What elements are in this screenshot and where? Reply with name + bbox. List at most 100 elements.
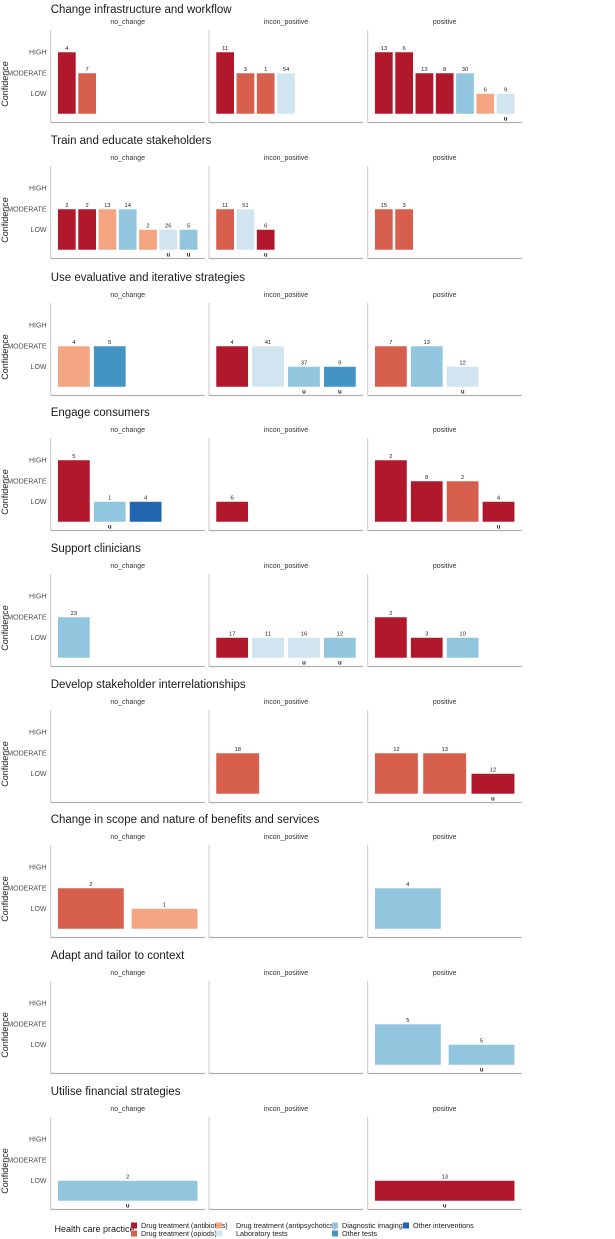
row-title: Change infrastructure and workflow [51, 4, 233, 16]
legend-label: Drug treatment (opiods) [141, 1229, 217, 1238]
bar-value-label: 12 [459, 361, 465, 367]
facet-label: no_change [110, 19, 145, 26]
bar [77, 208, 97, 251]
row-title: Engage consumers [51, 407, 150, 419]
bar-value-label: 7 [86, 67, 89, 73]
bar-value-label: 2 [126, 1175, 129, 1181]
bar-value-label: 13 [381, 46, 387, 52]
y-tick-label: HIGH [29, 730, 47, 737]
bar-value-label: 2 [146, 224, 149, 230]
bar-value-label: 13 [441, 1175, 447, 1181]
facet-label: positive [433, 19, 457, 26]
facet-label: positive [433, 699, 457, 706]
bar [448, 1044, 515, 1066]
legend-swatch [216, 1222, 222, 1229]
facet-label: incon_positive [264, 427, 308, 434]
bar-value-label: 2 [86, 203, 89, 209]
facet-label: no_change [110, 1106, 145, 1113]
legend-title: Health care practice [55, 1224, 135, 1234]
y-tick-label: LOW [31, 227, 47, 234]
bar-value-label: 12 [337, 632, 343, 638]
bar [374, 752, 419, 795]
facet-label: no_change [110, 699, 145, 706]
bar [410, 345, 444, 388]
bar [410, 637, 444, 659]
bar-value-label: 2 [389, 611, 392, 617]
bar-flag-label: u [338, 390, 342, 396]
bar [57, 1180, 198, 1202]
bar [287, 637, 321, 659]
bar-value-label: 1 [264, 67, 267, 73]
row-title: Use evaluative and iterative strategies [51, 272, 246, 284]
bar [323, 366, 357, 388]
bar-value-label: 4 [231, 340, 235, 346]
bar-value-label: 5 [187, 224, 190, 230]
bar [374, 1023, 442, 1066]
bar-value-label: 23 [71, 611, 77, 617]
bar-value-label: 4 [497, 496, 501, 502]
facet-label: positive [433, 1106, 457, 1113]
facet-label: no_change [110, 427, 145, 434]
y-tick-label: MODERATE [7, 751, 46, 758]
bar-value-label: 2 [389, 454, 392, 460]
bar [446, 366, 480, 388]
bar-value-label: 15 [381, 203, 387, 209]
bar-value-label: 5 [406, 1018, 409, 1024]
bar [57, 345, 91, 388]
facet-label: positive [433, 292, 457, 299]
y-tick-label: LOW [31, 364, 47, 371]
y-tick-label: HIGH [29, 458, 47, 465]
bar [57, 51, 77, 115]
bar-value-label: 1 [163, 903, 166, 909]
bar [394, 51, 414, 115]
y-tick-label: LOW [31, 1178, 47, 1185]
bar [435, 72, 455, 115]
facet-label: incon_positive [264, 155, 308, 162]
bar-value-label: 12 [393, 747, 399, 753]
bar [215, 345, 249, 388]
bar-value-label: 8 [425, 475, 428, 481]
facet-label: positive [433, 155, 457, 162]
y-tick-label: HIGH [29, 1001, 47, 1008]
bar-value-label: 12 [490, 768, 496, 774]
bar [256, 72, 276, 115]
row-title: Develop stakeholder interrelationships [51, 679, 246, 691]
y-tick-label: LOW [31, 906, 47, 913]
bar [256, 229, 276, 251]
bar [77, 72, 97, 115]
bar [236, 208, 255, 251]
bar [374, 1180, 515, 1202]
facet-label: no_change [110, 563, 145, 570]
y-tick-label: HIGH [29, 186, 47, 193]
bar-value-label: 4 [65, 46, 69, 52]
y-axis-label: Confidence [0, 1012, 10, 1058]
facet-label: incon_positive [264, 970, 308, 977]
bar-value-label: 4 [406, 882, 410, 888]
bar-flag-label: u [108, 525, 112, 531]
legend-label: Other interventions [413, 1221, 474, 1230]
bar [475, 93, 495, 115]
y-tick-label: HIGH [29, 50, 47, 57]
y-axis-label: Confidence [0, 469, 10, 515]
bar-flag-label: u [497, 525, 501, 531]
y-tick-label: MODERATE [7, 71, 46, 78]
bar-value-label: 51 [242, 203, 248, 209]
bar [287, 366, 321, 388]
y-tick-label: LOW [31, 499, 47, 506]
legend-label: Drug treatment (antibiotics) [141, 1221, 228, 1230]
bar-value-label: 13 [421, 67, 427, 73]
bar-value-label: 3 [403, 203, 406, 209]
bar-flag-label: u [302, 661, 306, 667]
bar-value-label: 41 [265, 340, 271, 346]
legend-swatch [216, 1230, 222, 1237]
legend-label: Drug treatment (antipsychotics) [236, 1221, 336, 1230]
bar [422, 752, 467, 795]
legend-swatch [403, 1222, 409, 1229]
bar-value-label: 37 [301, 361, 307, 367]
y-axis-label: Confidence [0, 334, 10, 380]
y-tick-label: MODERATE [7, 344, 46, 351]
bar [374, 887, 442, 930]
bar-flag-label: u [264, 253, 268, 259]
bar-flag-label: u [480, 1068, 484, 1074]
y-axis-label: Confidence [0, 605, 10, 651]
